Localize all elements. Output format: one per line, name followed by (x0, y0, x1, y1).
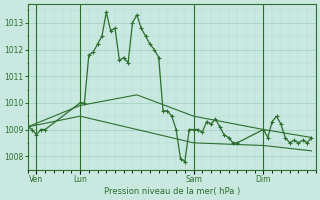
X-axis label: Pression niveau de la mer( hPa ): Pression niveau de la mer( hPa ) (104, 187, 240, 196)
